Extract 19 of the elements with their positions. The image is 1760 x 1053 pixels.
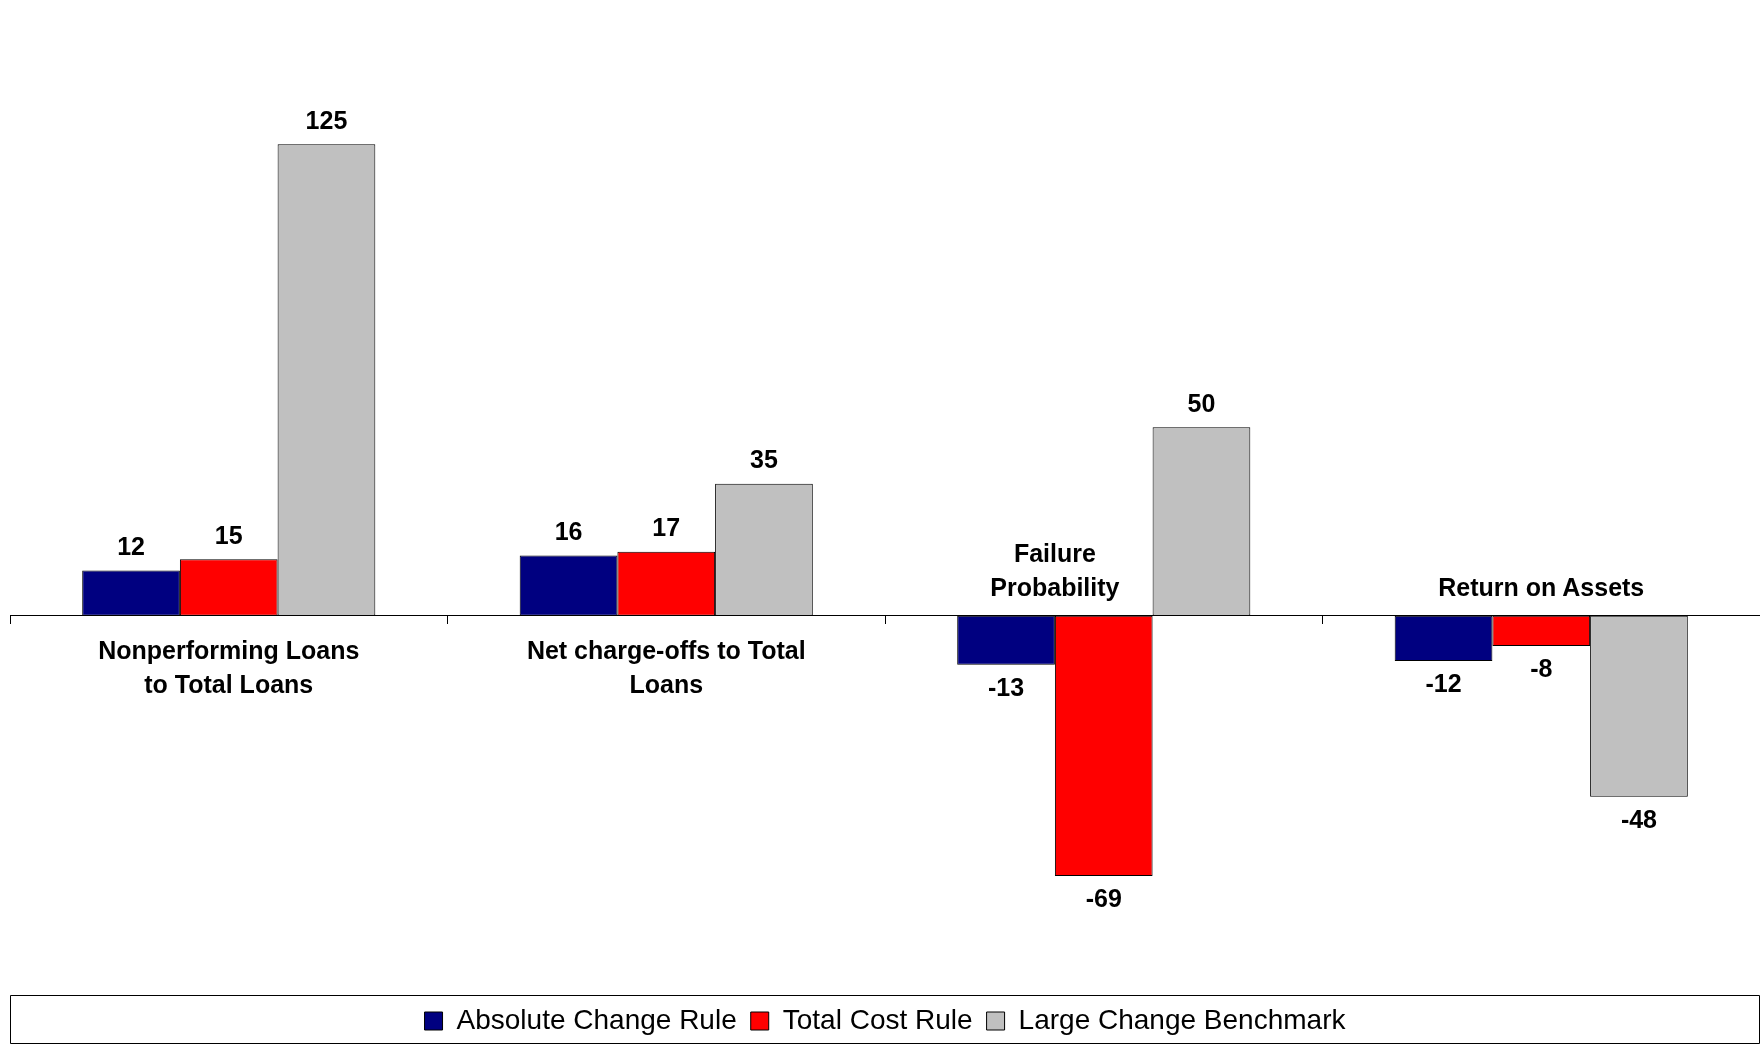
data-label: 125 <box>305 105 348 134</box>
data-label: 12 <box>117 531 145 560</box>
x-tick-label: Return on Assets <box>1438 573 1645 602</box>
legend-label: Total Cost Rule <box>782 1003 973 1035</box>
legend-label: Absolute Change Rule <box>456 1003 737 1035</box>
data-label: -13 <box>987 673 1025 702</box>
data-label: 35 <box>750 445 778 474</box>
x-tick-label: Failure Probability <box>990 539 1120 602</box>
data-label: -69 <box>1085 884 1122 913</box>
x-tick-label: Net charge-offs to Total Loans <box>526 636 806 699</box>
data-label: 50 <box>1187 388 1216 417</box>
data-label: -12 <box>1425 669 1462 698</box>
data-label: 17 <box>652 513 681 542</box>
data-label: 15 <box>214 520 243 549</box>
data-label: -8 <box>1530 654 1553 683</box>
data-label: -48 <box>1620 805 1658 834</box>
data-label: 16 <box>554 516 583 545</box>
legend-label: Large Change Benchmark <box>1018 1003 1347 1035</box>
x-tick-label: Nonperforming Loans to Total Loans <box>98 636 360 699</box>
